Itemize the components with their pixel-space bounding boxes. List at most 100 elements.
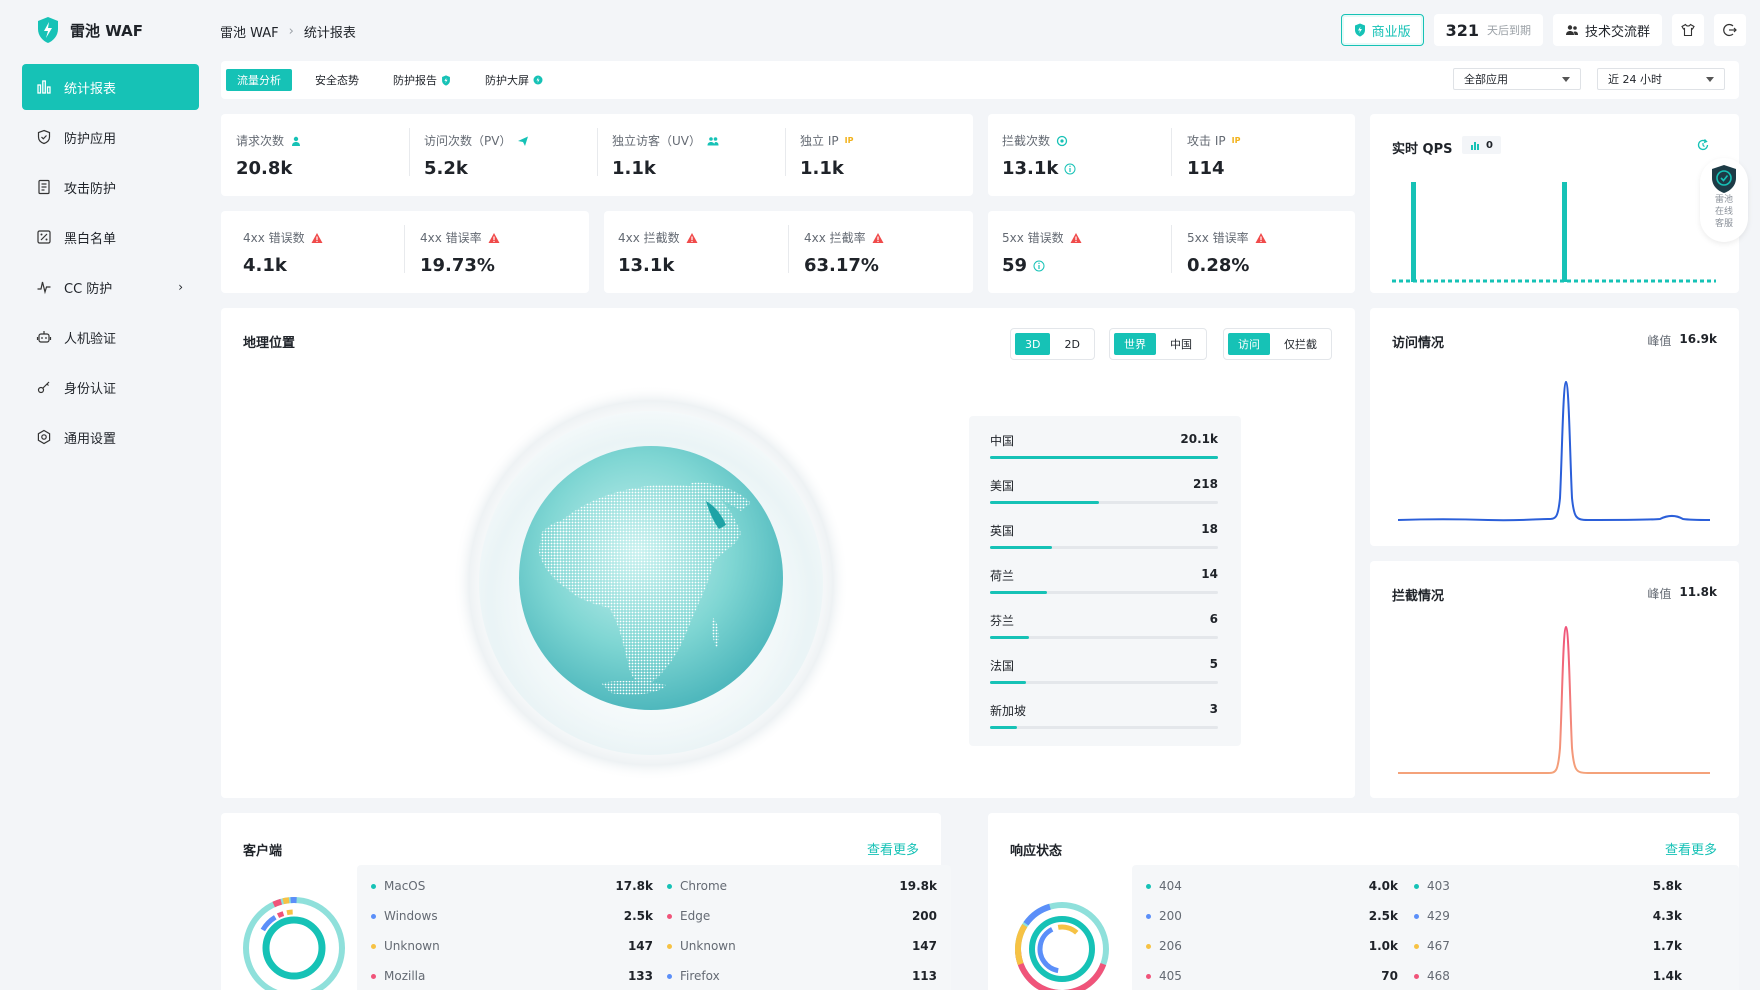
robot-icon <box>36 329 52 345</box>
info-icon[interactable] <box>1064 163 1076 175</box>
legend-item[interactable]: Unknown 147 <box>667 939 937 953</box>
legend-dot <box>667 943 672 949</box>
globe[interactable] <box>451 383 851 783</box>
clients-donut <box>243 897 345 990</box>
info-icon[interactable] <box>1033 260 1045 272</box>
range-select[interactable]: 近 24 小时 <box>1597 68 1725 90</box>
online-service-widget[interactable]: 雷池在线客服 <box>1700 158 1748 242</box>
stat-label: 攻击 IP IP <box>1187 132 1240 149</box>
stat-4xx-errors: 4xx 错误数 4.1k <box>243 211 403 293</box>
country-bar-fill <box>990 456 1218 459</box>
legend-item[interactable]: MacOS 17.8k <box>371 879 653 893</box>
error-5xx-card: 5xx 错误数 59 5xx 错误率 0.28% <box>988 211 1355 293</box>
legend-item[interactable]: 403 5.8k <box>1414 879 1682 893</box>
clients-view-more[interactable]: 查看更多 <box>866 843 919 858</box>
legend-item[interactable]: 467 1.7k <box>1414 939 1682 953</box>
toggle-blocked-only[interactable]: 仅拦截 <box>1284 338 1317 351</box>
tech-group-button[interactable]: 技术交流群 <box>1552 14 1662 46</box>
legend-item[interactable]: Windows 2.5k <box>371 909 653 923</box>
breadcrumb-root[interactable]: 雷池 WAF <box>220 26 279 41</box>
legend-item[interactable]: 404 4.0k <box>1146 879 1398 893</box>
sidebar-item-stats[interactable]: 统计报表 <box>22 64 199 110</box>
stat-5xx-errors: 5xx 错误数 59 <box>1002 211 1162 293</box>
stat-label-text: 拦截次数 <box>1002 134 1051 148</box>
legend-value: 200 <box>911 909 937 923</box>
legend-item[interactable]: Mozilla 133 <box>371 969 653 983</box>
logo[interactable]: 雷池 WAF <box>36 16 143 44</box>
tab-label: 安全态势 <box>315 74 359 87</box>
country-bar-track <box>990 501 1218 504</box>
arabia-landmass <box>691 482 751 511</box>
app-select[interactable]: 全部应用 <box>1453 68 1581 90</box>
sidebar-item-apps[interactable]: 防护应用 <box>22 114 199 160</box>
gear-icon <box>36 429 52 445</box>
sidebar-item-settings[interactable]: 通用设置 <box>22 414 199 460</box>
tech-group-label: 技术交流群 <box>1584 24 1650 40</box>
legend-item[interactable]: Firefox 113 <box>667 969 937 983</box>
country-bar-track <box>990 726 1218 729</box>
antarctica-landmass <box>601 680 666 695</box>
users-icon <box>707 136 719 145</box>
stat-pv: 访问次数（PV） 5.2k <box>424 114 594 196</box>
legend-item[interactable]: 405 70 <box>1146 969 1398 983</box>
toggle-3d[interactable]: 3D <box>1015 333 1051 355</box>
sidebar-item-attack-protection[interactable]: 攻击防护 <box>22 164 199 210</box>
sidebar-item-blacklist[interactable]: 黑白名单 <box>22 214 199 260</box>
legend-dot <box>1414 883 1419 889</box>
sidebar-item-cc[interactable]: CC 防护 › <box>22 264 199 310</box>
legend-item[interactable]: 468 1.4k <box>1414 969 1682 983</box>
donut-inner-ring <box>1029 916 1095 982</box>
tab-report[interactable]: 防护报告 <box>382 69 462 91</box>
toggle-china[interactable]: 中国 <box>1170 338 1192 351</box>
qps-bar <box>1562 182 1567 282</box>
legend-item[interactable]: 429 4.3k <box>1414 909 1682 923</box>
legend-label: Unknown <box>680 939 736 953</box>
legend-dot <box>1146 973 1151 979</box>
toggle-visits[interactable]: 访问 <box>1228 333 1270 355</box>
shirt-button[interactable] <box>1672 14 1704 46</box>
legend-item[interactable]: 200 2.5k <box>1146 909 1398 923</box>
country-bar-fill <box>990 591 1047 594</box>
legend-item[interactable]: Unknown 147 <box>371 939 653 953</box>
legend-item[interactable]: Edge 200 <box>667 909 937 923</box>
edition-shield-icon <box>1354 23 1365 37</box>
country-bar-fill <box>990 681 1027 684</box>
nav-menu: 统计报表 防护应用 攻击防护 黑白名单 CC 防护 › <box>22 64 199 464</box>
blocked-peak: 峰值 11.8k <box>1647 585 1717 602</box>
tab-security[interactable]: 安全态势 <box>304 69 370 91</box>
legend-value: 2.5k <box>1368 909 1398 923</box>
legend-item[interactable]: 206 1.0k <box>1146 939 1398 953</box>
divider <box>788 225 789 273</box>
sidebar-item-auth[interactable]: 身份认证 <box>22 364 199 410</box>
stat-label-text: 4xx 错误率 <box>420 231 482 245</box>
logout-button[interactable] <box>1714 14 1746 46</box>
donut-segment <box>255 909 333 987</box>
error-4xx-card: 4xx 错误数 4.1k 4xx 错误率 19.73% <box>221 211 589 293</box>
sidebar-item-label: 攻击防护 <box>64 181 117 197</box>
toggle-2d[interactable]: 2D <box>1064 337 1080 351</box>
legend-item[interactable]: Chrome 19.8k <box>667 879 937 893</box>
app-select-value: 全部应用 <box>1464 73 1508 86</box>
group-icon <box>1565 25 1578 35</box>
stat-value: 19.73% <box>420 255 495 276</box>
divider <box>785 128 786 176</box>
country-value: 5 <box>1209 657 1218 671</box>
divider <box>1171 225 1172 273</box>
stat-5xx-error-rate: 5xx 错误率 0.28% <box>1187 211 1347 293</box>
stat-label-text: 独立访客（UV） <box>612 134 701 148</box>
stat-label: 拦截次数 <box>1002 132 1068 149</box>
tab-traffic[interactable]: 流量分析 <box>226 69 292 91</box>
warning-icon <box>1070 232 1082 243</box>
refresh-icon[interactable] <box>1696 138 1710 152</box>
legend-label: Unknown <box>384 939 440 953</box>
legend-value: 4.0k <box>1368 879 1398 893</box>
toggle-world[interactable]: 世界 <box>1114 333 1156 355</box>
edition-badge[interactable]: 商业版 <box>1340 14 1424 46</box>
stat-label: 4xx 拦截率 <box>804 229 884 246</box>
responses-view-more[interactable]: 查看更多 <box>1664 843 1717 858</box>
legend-label: Windows <box>384 909 438 923</box>
tab-screen[interactable]: 防护大屏 <box>474 69 554 91</box>
sidebar-item-captcha[interactable]: 人机验证 <box>22 314 199 360</box>
stat-value: 0.28% <box>1187 255 1250 276</box>
stat-4xx-error-rate: 4xx 错误率 19.73% <box>420 211 580 293</box>
